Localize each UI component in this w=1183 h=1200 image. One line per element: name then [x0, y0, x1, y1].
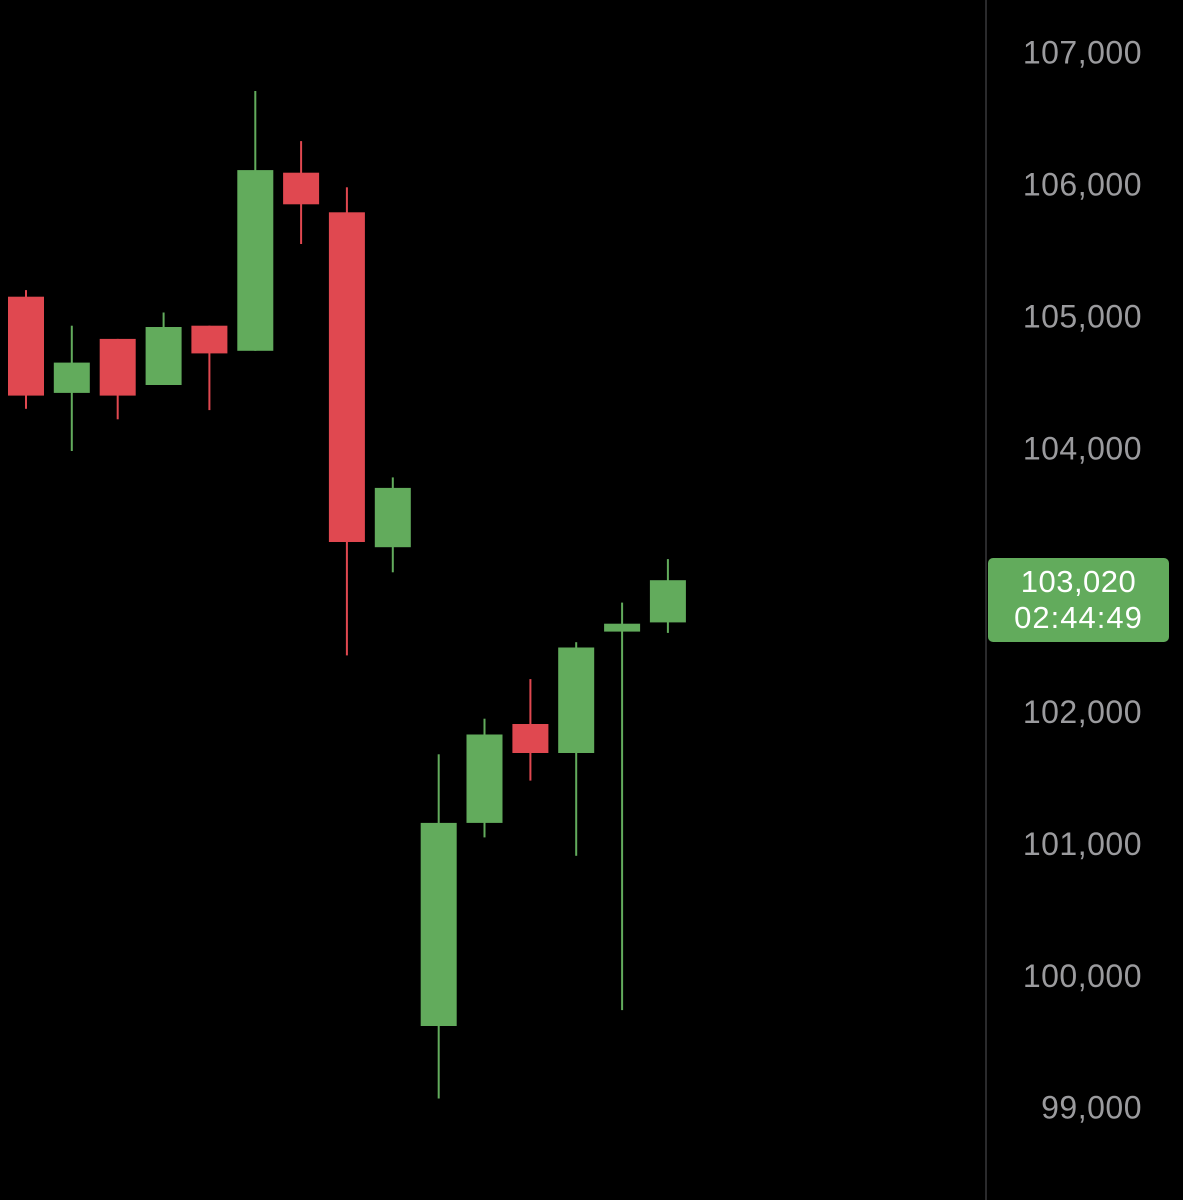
price-tick-label: 106,000	[1023, 167, 1142, 203]
price-tick-label: 102,000	[1023, 694, 1142, 730]
price-tick-label: 105,000	[1023, 299, 1142, 335]
candle-body-up[interactable]	[237, 170, 274, 351]
candle-body-up[interactable]	[374, 487, 411, 548]
last-price-badge: 103,020 02:44:49	[988, 558, 1169, 642]
candle-body-up[interactable]	[604, 623, 641, 632]
candle-wick	[621, 602, 624, 1011]
last-price-value: 103,020	[1020, 564, 1137, 599]
candle-body-up[interactable]	[649, 580, 686, 623]
candle-body-down[interactable]	[8, 296, 44, 396]
candle-body-up[interactable]	[145, 327, 182, 385]
candle-body-down[interactable]	[191, 325, 228, 354]
price-tick-label: 100,000	[1023, 958, 1142, 994]
price-axis-labels: 107,000 106,000 105,000 104,000 102,000 101,0…	[1023, 35, 1142, 1126]
price-tick-label: 99,000	[1041, 1090, 1142, 1126]
candle-body-up[interactable]	[558, 647, 595, 754]
candle-countdown-timer: 02:44:49	[1014, 600, 1143, 635]
candle-body-up[interactable]	[420, 822, 457, 1026]
price-tick-label: 104,000	[1023, 430, 1142, 466]
candle-body-up[interactable]	[466, 734, 503, 823]
candle-body-down[interactable]	[328, 212, 365, 543]
price-tick-label: 101,000	[1023, 826, 1142, 862]
price-tick-label: 107,000	[1023, 35, 1142, 71]
candle-body-down[interactable]	[283, 172, 320, 205]
candle-body-down[interactable]	[99, 338, 136, 396]
candle-body-up[interactable]	[53, 362, 90, 393]
candles-group	[8, 91, 686, 1099]
candle-body-down[interactable]	[512, 724, 549, 753]
candle-wick	[208, 325, 211, 411]
